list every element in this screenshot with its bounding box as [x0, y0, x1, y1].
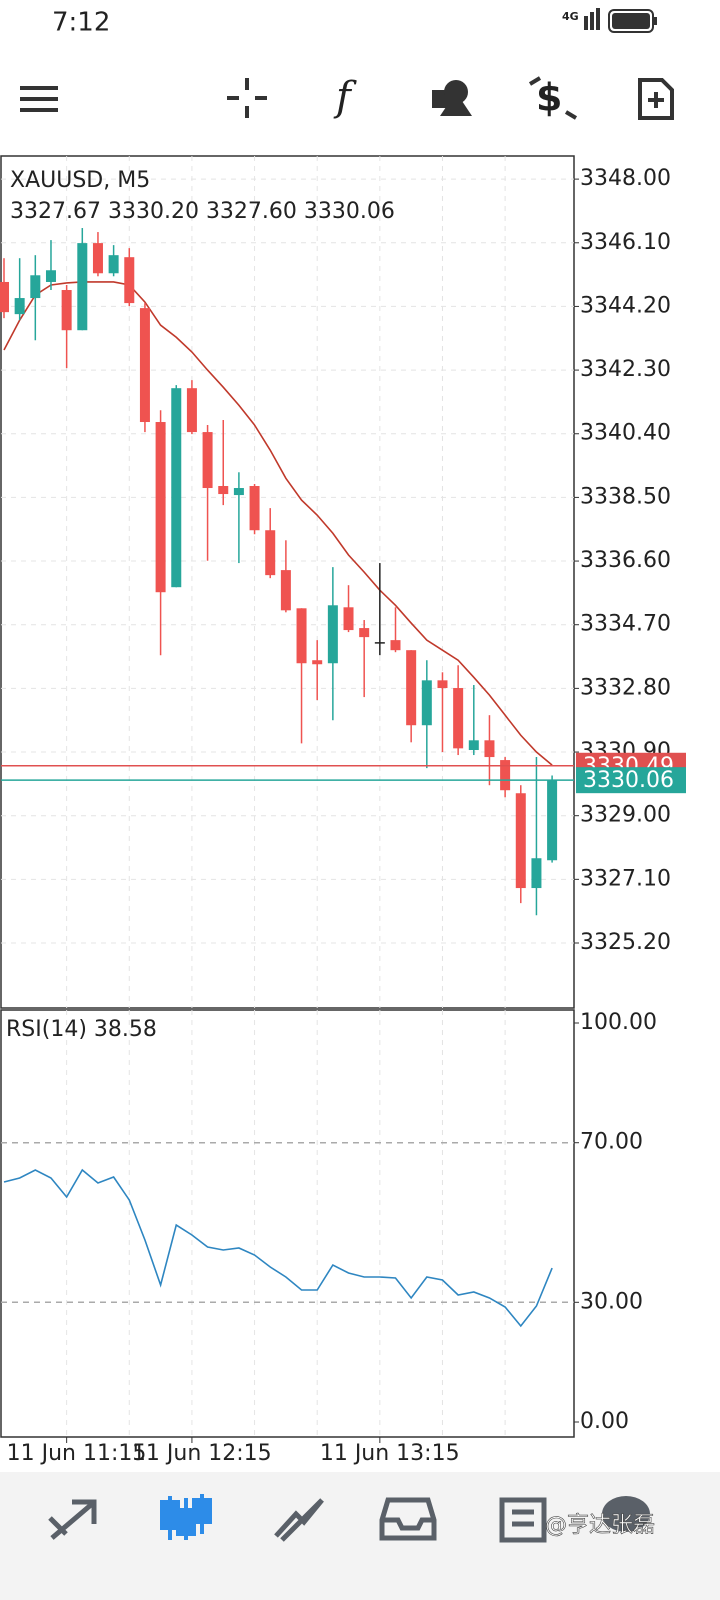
candle-body — [406, 650, 417, 726]
candle-body — [233, 488, 244, 496]
price-tag — [576, 767, 686, 794]
candle-body — [484, 740, 495, 758]
rsi-line — [3, 1168, 553, 1328]
y-tick-label: 3325.20 — [580, 930, 671, 955]
candle-body — [421, 680, 432, 726]
candle-body — [0, 281, 9, 313]
y-tick-label: 3346.10 — [580, 230, 671, 255]
svg-text:$: $ — [536, 76, 562, 120]
candle-body — [249, 486, 260, 531]
moving-average — [3, 281, 553, 766]
candle-body — [437, 680, 448, 689]
nav-news[interactable] — [499, 1497, 547, 1543]
main-frame — [0, 155, 575, 1009]
candle-body — [531, 858, 542, 889]
nav-chat[interactable] — [602, 1496, 650, 1532]
x-tick-label: 11 Jun 13:15 — [320, 1441, 460, 1466]
candle-body — [218, 486, 229, 495]
menu-button[interactable] — [20, 86, 58, 112]
y-tick-label: 3348.00 — [580, 166, 671, 191]
candle-body — [515, 793, 526, 889]
objects-button[interactable] — [432, 80, 472, 116]
candle-body — [296, 608, 307, 664]
candle-body — [202, 432, 213, 489]
candle-body — [343, 607, 354, 631]
candle-body — [374, 642, 385, 644]
candle-body — [61, 290, 72, 331]
y-tick-label: 3329.00 — [580, 803, 671, 828]
rsi-frame — [0, 1009, 575, 1438]
new-order-button[interactable] — [638, 78, 674, 120]
y-tick-label: 30.00 — [580, 1289, 643, 1314]
nav-history[interactable] — [379, 1497, 437, 1541]
candle-body — [280, 570, 291, 611]
y-tick-label: 100.00 — [580, 1010, 657, 1035]
nav-quotes[interactable] — [48, 1499, 97, 1540]
y-tick-label: 70.00 — [580, 1130, 643, 1155]
y-tick-label: 3336.60 — [580, 548, 671, 573]
y-tick-label: 3342.30 — [580, 357, 671, 382]
candle-body — [14, 298, 25, 315]
candle-body — [186, 388, 197, 433]
candle-body — [327, 605, 338, 664]
crosshair-button[interactable] — [227, 78, 267, 118]
candle-body — [92, 243, 103, 274]
y-tick-label: 3340.40 — [580, 421, 671, 446]
candle-body — [124, 257, 135, 304]
status-time: 7:12 — [52, 8, 110, 38]
candle-body — [265, 530, 276, 576]
candle-body — [108, 255, 119, 274]
y-tick-label: 3334.70 — [580, 612, 671, 637]
y-tick-label: 3338.50 — [580, 484, 671, 509]
candle-body — [139, 308, 150, 423]
chart-labels: XAUUSD, M5 3327.67 3330.20 3327.60 3330.… — [6, 168, 395, 1042]
candle-body — [453, 688, 464, 749]
nav-chart[interactable] — [160, 1494, 212, 1540]
status-icons — [584, 8, 657, 33]
price-tag-label: 3330.06 — [583, 768, 674, 793]
candle-body — [359, 628, 370, 638]
candle-body — [500, 760, 511, 791]
candle-body — [77, 243, 88, 331]
status-network: 4G — [562, 10, 579, 23]
chart-area: 3348.00 3346.10 3344.20 3342.30 3340.40 3338.… — [0, 155, 686, 1466]
rsi-title: RSI(14) 38.58 — [6, 1017, 157, 1042]
x-tick-label: 11 Jun 12:15 — [132, 1441, 272, 1466]
y-tick-label: 3344.20 — [580, 293, 671, 318]
candle-body — [171, 388, 182, 588]
ohlc-readout: 3327.67 3330.20 3327.60 3330.06 — [10, 199, 395, 224]
candle-body — [30, 275, 41, 299]
candle-body — [390, 640, 401, 651]
symbol-title: XAUUSD, M5 — [10, 168, 150, 193]
candle-body — [155, 422, 166, 593]
y-tick-label: 3332.80 — [580, 675, 671, 700]
candle-body — [312, 660, 323, 665]
y-tick-label: 0.00 — [580, 1409, 629, 1434]
candle-body — [468, 740, 479, 751]
x-tick-label: 11 Jun 11:15 — [7, 1441, 147, 1466]
nav-trade[interactable] — [274, 1498, 324, 1542]
y-tick-label: 3327.10 — [580, 866, 671, 891]
candle-body — [547, 780, 558, 861]
bottom-nav — [0, 1472, 720, 1600]
candle-body — [45, 270, 56, 282]
trade-button[interactable]: $ — [528, 76, 578, 120]
watermark: @亨达张磊 — [545, 1513, 655, 1538]
